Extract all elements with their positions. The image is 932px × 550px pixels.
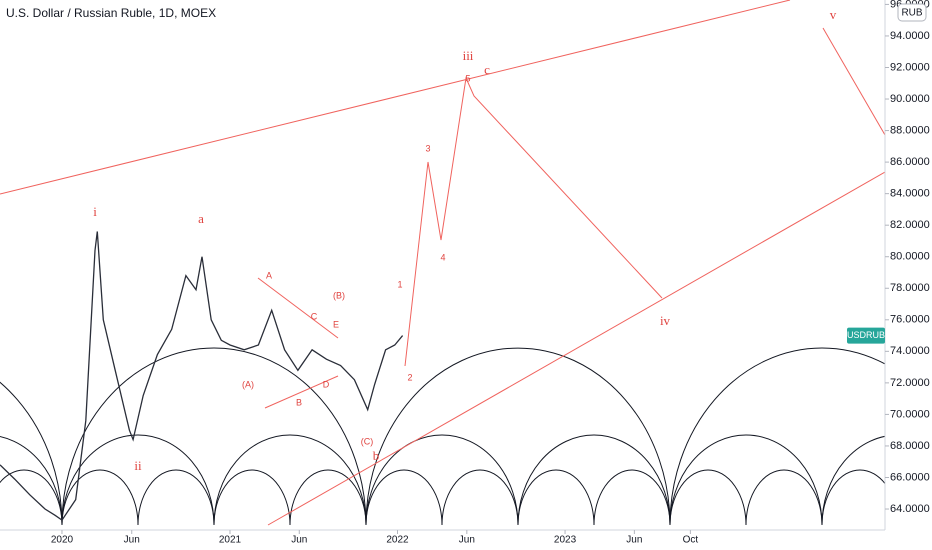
y-tick-label: 64.0000 (890, 503, 930, 515)
drawings (0, 0, 885, 526)
cycle-arc (365, 469, 443, 526)
x-tick-label: Jun (124, 535, 140, 546)
axes: 64.0000 66.0000 68.0000 70.0000 72.0000 74.00… (51, 0, 930, 546)
cycle-arc (0, 469, 63, 526)
y-tick-label: 94.0000 (890, 30, 930, 42)
cycle-arc (441, 469, 519, 526)
x-tick-label: 2022 (386, 535, 409, 546)
y-tick-label: 80.0000 (890, 251, 930, 263)
x-tick-label: 2023 (554, 535, 577, 546)
price-layer (0, 231, 404, 522)
wave-label: (C) (361, 436, 374, 446)
cycle-arc (821, 435, 885, 526)
wave-label: A (266, 270, 272, 280)
cycle-arc (669, 434, 823, 526)
cycle-arc (137, 469, 215, 526)
x-tick-label: Oct (683, 535, 699, 546)
chart-title: U.S. Dollar / Russian Ruble, 1D, MOEX (6, 6, 216, 20)
y-tick-label: 72.0000 (890, 377, 930, 389)
projection (822, 27, 885, 136)
trend-line (0, 0, 791, 195)
y-tick-label: 70.0000 (890, 408, 930, 420)
y-tick-label: 82.0000 (890, 219, 930, 231)
cycle-arc (289, 469, 367, 526)
y-tick-label: 86.0000 (890, 156, 930, 168)
cycle-arc (365, 347, 671, 526)
wave-label: 3 (425, 143, 430, 153)
cycle-arc (365, 434, 519, 526)
price-tag (847, 327, 885, 344)
x-tick-label: Jun (291, 535, 307, 546)
wave-label: iv (660, 313, 671, 328)
wave-label: C (311, 311, 318, 321)
cycle-arc (821, 469, 885, 526)
wave-label: (B) (333, 290, 345, 300)
y-tick-label: 74.0000 (890, 345, 930, 357)
cycle-arc (213, 434, 367, 526)
cycle-arc (517, 434, 671, 526)
wave-label: b (373, 448, 380, 463)
currency: RUB (901, 8, 922, 19)
y-tick-label: 90.0000 (890, 93, 930, 105)
wave-label: v (830, 7, 837, 22)
price-line (0, 231, 404, 522)
x-tick-label: Jun (459, 535, 475, 546)
wave-label: i (93, 204, 97, 219)
wave-label: 1 (397, 279, 402, 289)
wave-label: 2 (407, 372, 412, 382)
y-tick-label: 78.0000 (890, 282, 930, 294)
projection (404, 76, 663, 367)
trend-line (264, 375, 339, 409)
cycle-arc (517, 469, 595, 526)
y-tick-label: 92.0000 (890, 61, 930, 73)
y-tick-label: 68.0000 (890, 440, 930, 452)
cycle-arc (213, 469, 291, 526)
y-tick-label: 76.0000 (890, 314, 930, 326)
cycle-arc (61, 434, 215, 526)
x-tick-label: 2020 (51, 535, 74, 546)
y-tick-label: 88.0000 (890, 124, 930, 136)
cycle-arcs (0, 347, 885, 526)
wave-label: E (333, 319, 339, 329)
wave-label: D (323, 379, 330, 389)
cycle-arc (593, 469, 671, 526)
cycle-arc (0, 436, 63, 526)
cycle-arc (745, 469, 823, 526)
cycle-arc (0, 381, 63, 526)
wave-label: c (484, 62, 490, 77)
wave-label: a (198, 211, 204, 226)
price-tag-label: USDRUB (847, 330, 885, 340)
x-tick-label: 2021 (219, 535, 242, 546)
y-tick-label: 66.0000 (890, 471, 930, 483)
wave-label: ii (134, 458, 142, 473)
wave-label: 4 (440, 252, 445, 262)
cycle-arc (669, 347, 885, 526)
currency-box[interactable] (897, 3, 927, 22)
cycle-arc (61, 347, 367, 526)
cycle-arc (61, 469, 139, 526)
wave-label: 5 (465, 73, 470, 83)
wave-label: iii (463, 48, 474, 63)
trend-line (267, 171, 885, 526)
wave-label: B (296, 397, 302, 407)
y-tick-label: 84.0000 (890, 188, 930, 200)
cycle-arc (669, 469, 747, 526)
trend-line (257, 277, 339, 339)
x-tick-label: Jun (626, 535, 642, 546)
wave-label: (A) (242, 379, 254, 389)
